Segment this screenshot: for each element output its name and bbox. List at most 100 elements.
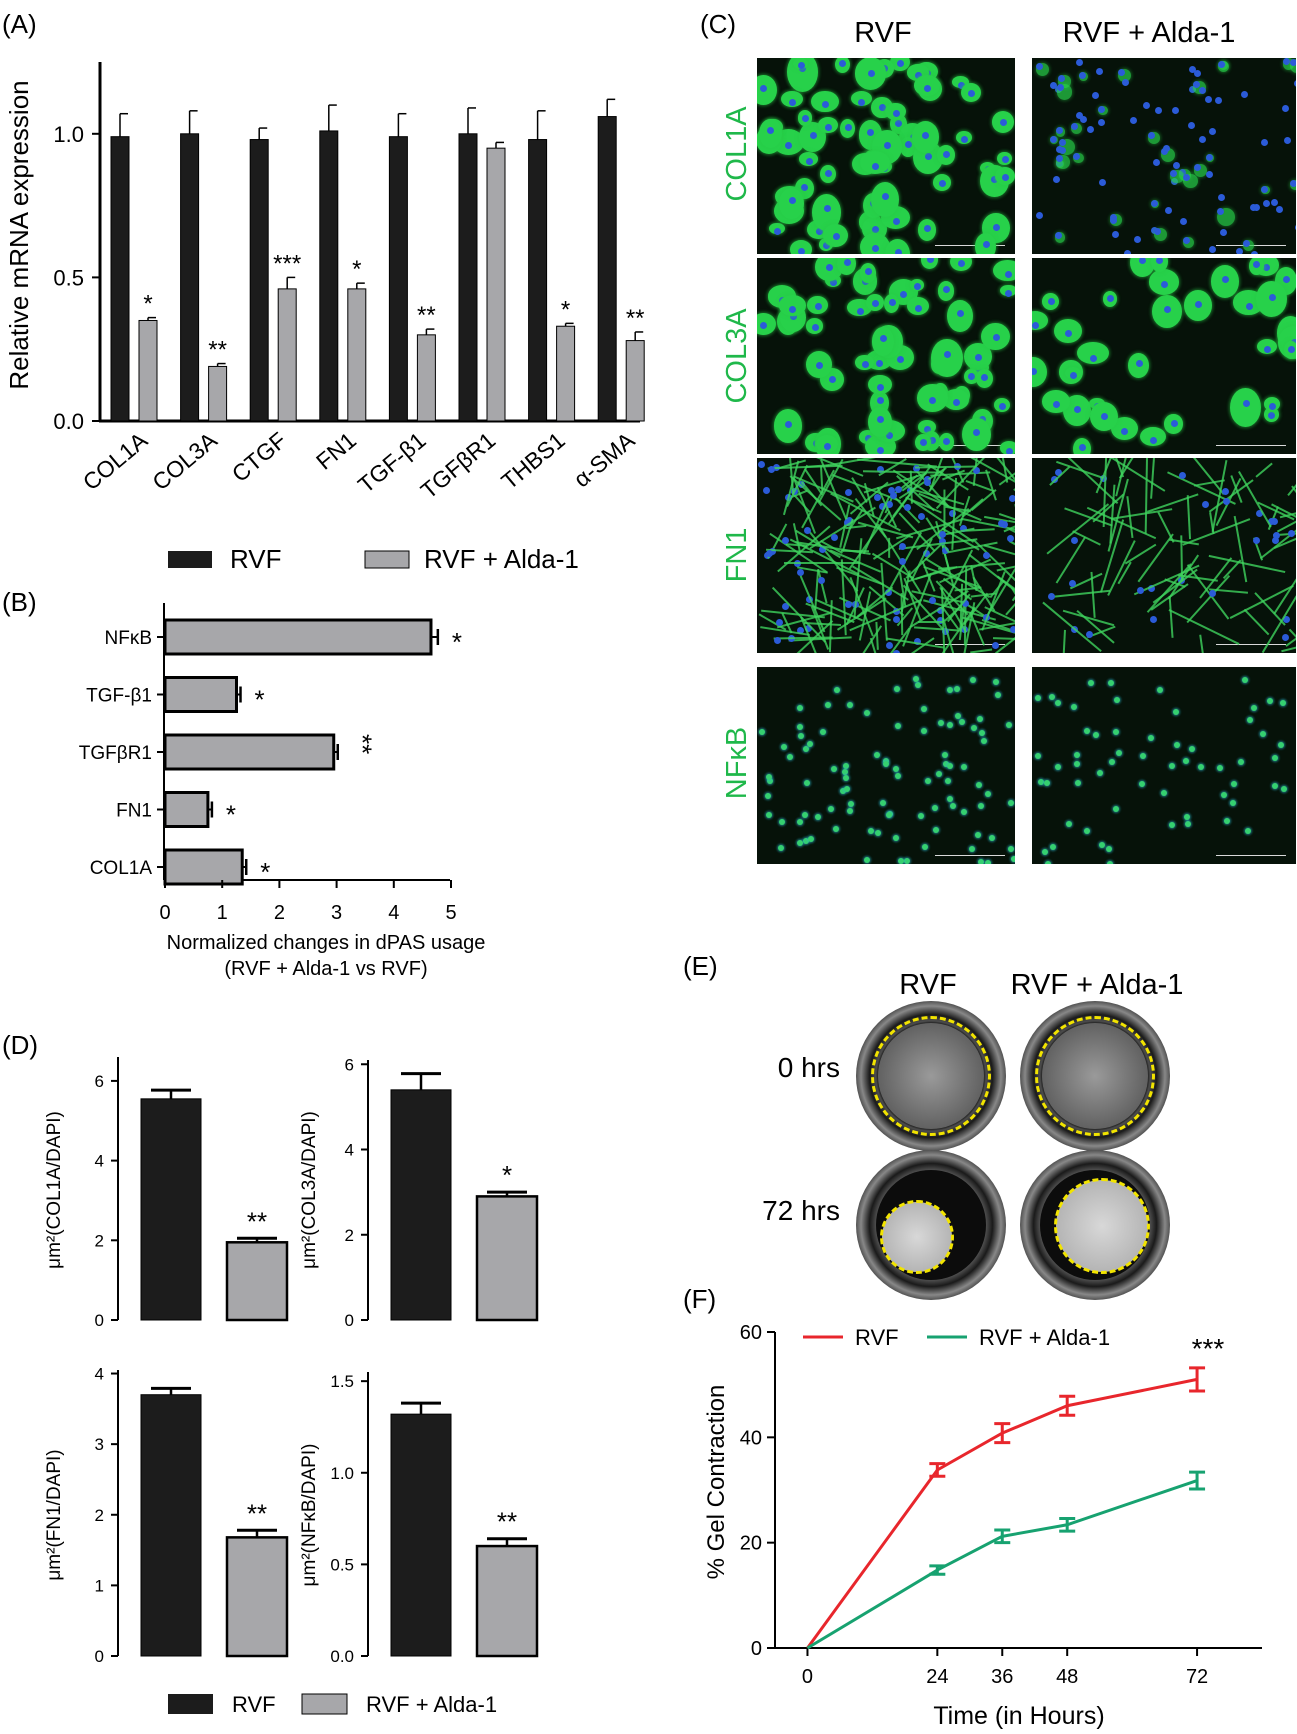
micrograph-alda-fn1 xyxy=(1032,458,1296,653)
panel-e-row-0hrs: 0 hrs xyxy=(778,1052,840,1083)
x-tick-label: THBS1 xyxy=(496,427,570,495)
panel-f-significance: *** xyxy=(1192,1333,1225,1364)
panel-d-chart: 0 2 4 6 μm²(COL3A/DAPI) * xyxy=(299,1055,539,1330)
x-tick-label: α-SMA xyxy=(568,426,639,492)
legend-swatch-rvf xyxy=(168,1694,213,1714)
category-label: NFκB xyxy=(105,628,153,649)
bar-TGFβR1 xyxy=(163,733,336,771)
bar-alda xyxy=(225,1536,289,1658)
y-tick-label: 2 xyxy=(345,1226,354,1245)
panel-c-label: (C) xyxy=(700,9,736,39)
x-tick-label: 48 xyxy=(1056,1666,1078,1688)
significance-marker: * xyxy=(502,1160,512,1190)
y-tick-label: 1.0 xyxy=(330,1464,354,1483)
significance-marker: * xyxy=(452,627,462,657)
bar-NFκB xyxy=(163,618,433,656)
legend-label-alda: RVF + Alda-1 xyxy=(424,544,579,574)
panel-c-labels: (C) RVF RVF + Alda-1 COL1A COL3A FN1 NFκ… xyxy=(700,9,1235,799)
panel-e-col-rvf: RVF xyxy=(899,969,956,1001)
y-axis-label: μm²(FN1/DAPI) xyxy=(44,1449,65,1580)
bar-alda xyxy=(475,1195,539,1322)
panel-f-x-label: Time (in Hours) xyxy=(933,1702,1104,1730)
significance-marker: * xyxy=(226,800,236,830)
y-tick-label: 4 xyxy=(345,1141,354,1160)
category-label: COL1A xyxy=(90,858,153,879)
y-tick-label: 60 xyxy=(740,1322,762,1344)
y-tick-label: 20 xyxy=(740,1533,762,1555)
bar-rvf xyxy=(458,133,478,422)
significance-marker: * xyxy=(260,857,270,887)
legend-label-rvf: RVF xyxy=(230,544,282,574)
panel-a-bar-chart: (A) Relative mRNA expression 0.0 0.5 1.0 *… xyxy=(2,9,645,574)
x-tick-label: FN1 xyxy=(311,427,361,475)
bar-alda xyxy=(138,319,158,422)
y-tick-label: 0.0 xyxy=(53,409,84,434)
panel-c-col-alda: RVF + Alda-1 xyxy=(1063,17,1236,49)
panel-e-col-alda: RVF + Alda-1 xyxy=(1011,969,1184,1001)
x-tick-label: 4 xyxy=(388,902,399,924)
gel-plate-rvf-72hrs xyxy=(856,1150,1006,1300)
y-tick-label: 6 xyxy=(95,1072,104,1091)
gel-plate-alda-72hrs xyxy=(1020,1150,1170,1300)
micrograph-alda-col3a xyxy=(1032,258,1296,454)
y-tick-label: 0 xyxy=(95,1647,104,1666)
legend-swatch-alda xyxy=(301,1693,348,1715)
bar-rvf xyxy=(319,130,339,422)
gel-plate-rvf-0hrs xyxy=(856,1001,1006,1151)
significance-marker: ** xyxy=(247,1498,267,1528)
bar-rvf xyxy=(390,1089,452,1321)
bar-rvf xyxy=(390,1413,452,1657)
significance-marker: ** xyxy=(208,337,227,364)
panel-b-label: (B) xyxy=(2,587,37,617)
bar-COL1A xyxy=(163,848,244,886)
panel-c-row-col3a: COL3A xyxy=(721,308,753,404)
significance-marker: ** xyxy=(247,1206,267,1236)
y-tick-label: 6 xyxy=(345,1055,354,1074)
panel-d-chart: 0 2 4 6 μm²(COL1A/DAPI) ** xyxy=(44,1057,289,1330)
significance-marker: * xyxy=(255,685,265,715)
panel-b-x-label: Normalized changes in dPAS usage xyxy=(167,932,486,954)
panel-c-row-fn1: FN1 xyxy=(721,528,753,583)
bar-FN1 xyxy=(163,791,210,828)
panel-d-label: (D) xyxy=(2,1030,38,1060)
x-tick-label: 1 xyxy=(217,902,228,924)
bar-rvf xyxy=(180,133,200,422)
y-axis-label: μm²(NFκB/DAPI) xyxy=(299,1444,320,1587)
legend-label-rvf: RVF xyxy=(855,1325,899,1350)
panel-c-row-col1a: COL1A xyxy=(721,106,753,202)
panel-e-labels: (E) RVF RVF + Alda-1 0 hrs 72 hrs xyxy=(683,951,1183,1226)
x-tick-label: COL1A xyxy=(78,426,153,495)
y-tick-label: 40 xyxy=(740,1427,762,1449)
gel-plate-alda-0hrs xyxy=(1020,1001,1170,1151)
panel-f-line-chart: (F) % Gel Contraction Time (in Hours) 0 2… xyxy=(683,1284,1262,1730)
panel-f-y-label: % Gel Contraction xyxy=(703,1385,730,1580)
category-label: FN1 xyxy=(116,801,152,822)
x-tick-label: TGFβR1 xyxy=(416,427,501,504)
x-tick-label: 0 xyxy=(159,902,170,924)
legend-label-alda: RVF + Alda-1 xyxy=(979,1325,1110,1350)
panel-a-y-label: Relative mRNA expression xyxy=(4,80,34,389)
y-tick-label: 0 xyxy=(751,1638,762,1660)
legend-label-alda: RVF + Alda-1 xyxy=(366,1692,497,1717)
y-tick-label: 0.5 xyxy=(330,1555,354,1574)
y-axis-label: μm²(COL3A/DAPI) xyxy=(299,1111,320,1269)
bar-rvf xyxy=(597,116,617,422)
panel-d-chart: 0 1 2 3 4 μm²(FN1/DAPI) ** xyxy=(44,1365,289,1666)
significance-marker: ** xyxy=(417,302,436,329)
micrograph-rvf-fn1 xyxy=(757,458,1015,653)
y-tick-label: 0.0 xyxy=(330,1647,354,1666)
micrograph-rvf-nfkb xyxy=(757,667,1015,864)
panel-a-label: (A) xyxy=(2,9,37,39)
bar-rvf xyxy=(388,136,408,422)
bar-rvf xyxy=(528,139,548,422)
y-tick-label: 1 xyxy=(95,1576,104,1595)
x-tick-label: 0 xyxy=(802,1666,813,1688)
y-tick-label: 2 xyxy=(95,1506,104,1525)
significance-marker: ** xyxy=(348,734,378,754)
bar-alda xyxy=(475,1544,539,1658)
y-tick-label: 2 xyxy=(95,1231,104,1250)
x-tick-label: 3 xyxy=(331,902,342,924)
bar-rvf xyxy=(249,139,269,422)
significance-marker: * xyxy=(561,296,570,323)
